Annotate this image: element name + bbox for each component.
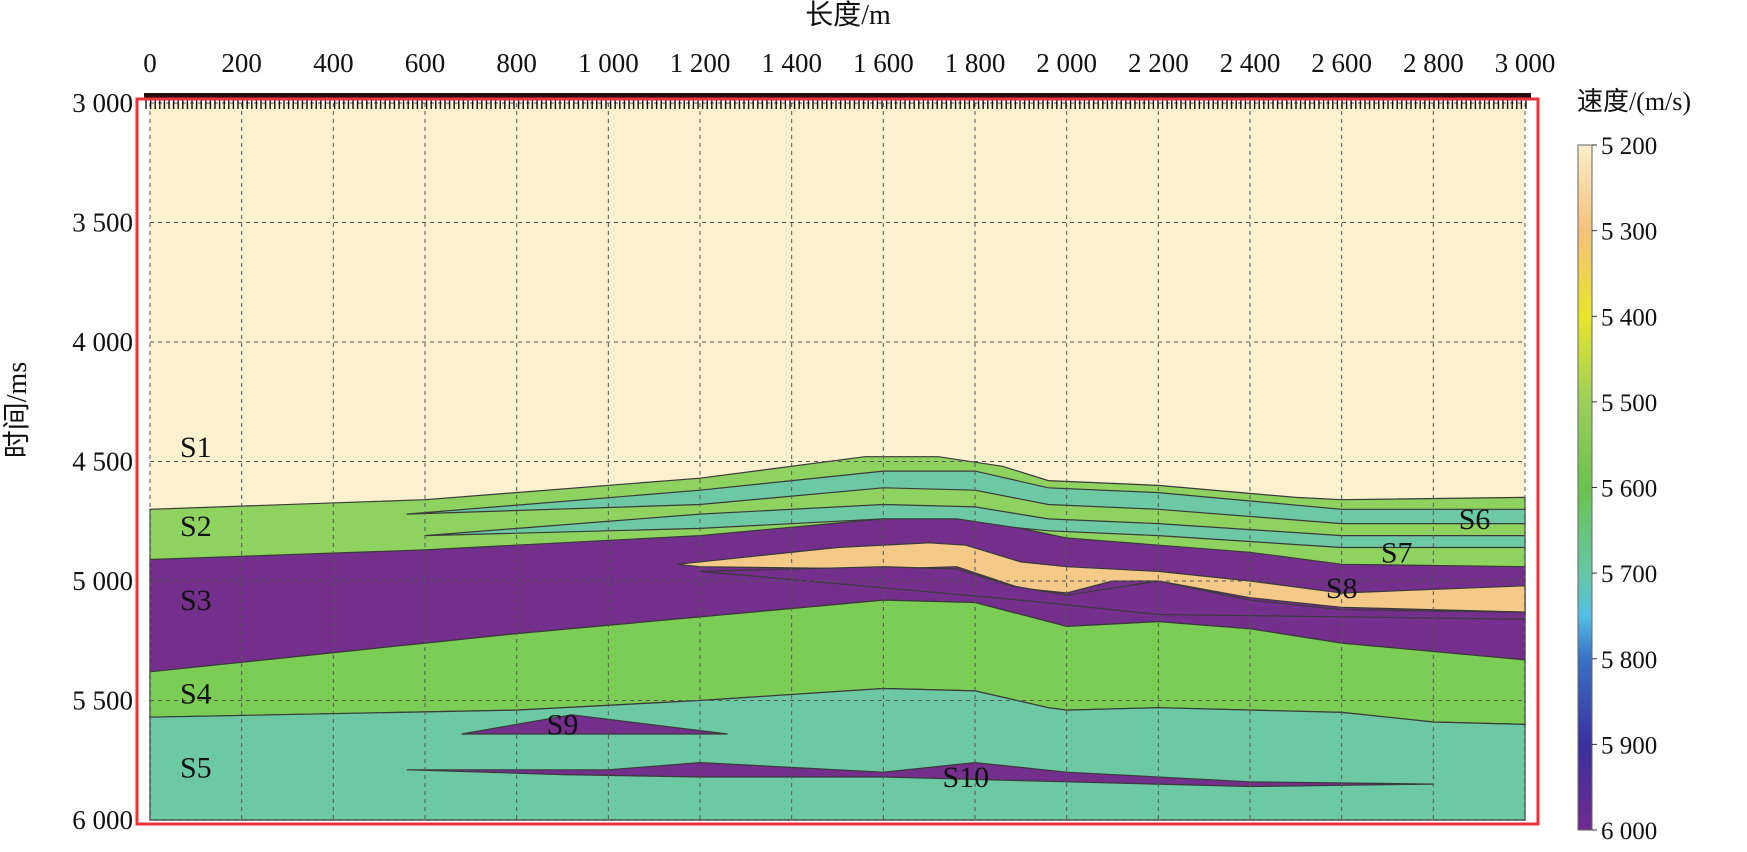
y-tick-label: 5 000 bbox=[72, 566, 133, 596]
x-axis-title: 长度/m bbox=[805, 0, 891, 31]
x-tick-label: 2 600 bbox=[1311, 48, 1372, 78]
y-tick-label: 4 000 bbox=[72, 327, 133, 357]
colorbar-tick-label: 5 800 bbox=[1601, 647, 1657, 674]
layer-label: S10 bbox=[942, 761, 989, 794]
y-tick-label: 5 500 bbox=[72, 686, 133, 716]
layer-regions bbox=[149, 103, 1526, 821]
colorbar-tick-label: 5 200 bbox=[1601, 133, 1657, 160]
layer-label: S3 bbox=[180, 584, 212, 617]
x-tick-labels: 0 200 400 600 800 1 000 1 200 1 400 1 600 1 800 2 … bbox=[143, 48, 1555, 78]
layer-labels: S1 S2 S3 S4 S5 S6 S7 S8 S9 S10 bbox=[180, 431, 1490, 794]
colorbar-tick-labels: 5 200 5 300 5 400 5 500 5 600 5 700 5 800 5 900… bbox=[1592, 133, 1657, 845]
x-tick-label: 1 200 bbox=[670, 48, 731, 78]
x-tick-label: 400 bbox=[313, 48, 354, 78]
x-tick-label: 2 000 bbox=[1036, 48, 1097, 78]
colorbar-tick-label: 5 600 bbox=[1601, 476, 1657, 503]
x-tick-label: 1 800 bbox=[945, 48, 1006, 78]
colorbar-tick-label: 5 500 bbox=[1601, 390, 1657, 417]
x-tick-label: 3 000 bbox=[1495, 48, 1556, 78]
colorbar-tick-label: 5 700 bbox=[1601, 561, 1657, 588]
layer-label: S7 bbox=[1381, 536, 1413, 569]
colorbar-tick-label: 6 000 bbox=[1601, 818, 1657, 845]
y-axis-title: 时间/ms bbox=[1, 362, 33, 458]
y-tick-label: 4 500 bbox=[72, 447, 133, 477]
layer-label: S4 bbox=[180, 677, 212, 710]
layer-region bbox=[461, 714, 728, 735]
colorbar-tick-label: 5 900 bbox=[1601, 732, 1657, 759]
x-tick-label: 2 800 bbox=[1403, 48, 1464, 78]
layer-label: S6 bbox=[1459, 503, 1491, 536]
y-tick-labels: 3 000 3 500 4 000 4 500 5 000 5 500 6 000 bbox=[72, 88, 133, 835]
x-tick-label: 2 400 bbox=[1220, 48, 1281, 78]
y-tick-label: 6 000 bbox=[72, 805, 133, 835]
receiver-markers bbox=[144, 93, 1531, 109]
x-tick-label: 2 200 bbox=[1128, 48, 1189, 78]
colorbar-tick-label: 5 300 bbox=[1601, 219, 1657, 246]
x-tick-label: 800 bbox=[496, 48, 537, 78]
y-tick-label: 3 000 bbox=[72, 88, 133, 118]
layer-region bbox=[406, 470, 1526, 525]
x-tick-label: 600 bbox=[405, 48, 446, 78]
colorbar-title: 速度/(m/s) bbox=[1577, 87, 1691, 116]
layer-region bbox=[149, 687, 1526, 821]
layer-label: S1 bbox=[180, 431, 212, 464]
receiver-line bbox=[144, 93, 1531, 100]
layer-label: S2 bbox=[180, 510, 212, 543]
y-tick-label: 3 500 bbox=[72, 208, 133, 238]
plot-frame bbox=[135, 97, 1540, 826]
colorbar bbox=[1577, 144, 1593, 831]
x-tick-label: 1 400 bbox=[761, 48, 822, 78]
x-tick-label: 200 bbox=[221, 48, 262, 78]
x-tick-label: 1 000 bbox=[578, 48, 639, 78]
layer-label: S9 bbox=[547, 708, 579, 741]
x-tick-label: 0 bbox=[143, 48, 157, 78]
layer-region bbox=[406, 761, 1434, 788]
layer-label: S5 bbox=[180, 751, 212, 784]
x-tick-label: 1 600 bbox=[853, 48, 914, 78]
layer-label: S8 bbox=[1326, 572, 1358, 605]
colorbar-tick-label: 5 400 bbox=[1601, 304, 1657, 331]
